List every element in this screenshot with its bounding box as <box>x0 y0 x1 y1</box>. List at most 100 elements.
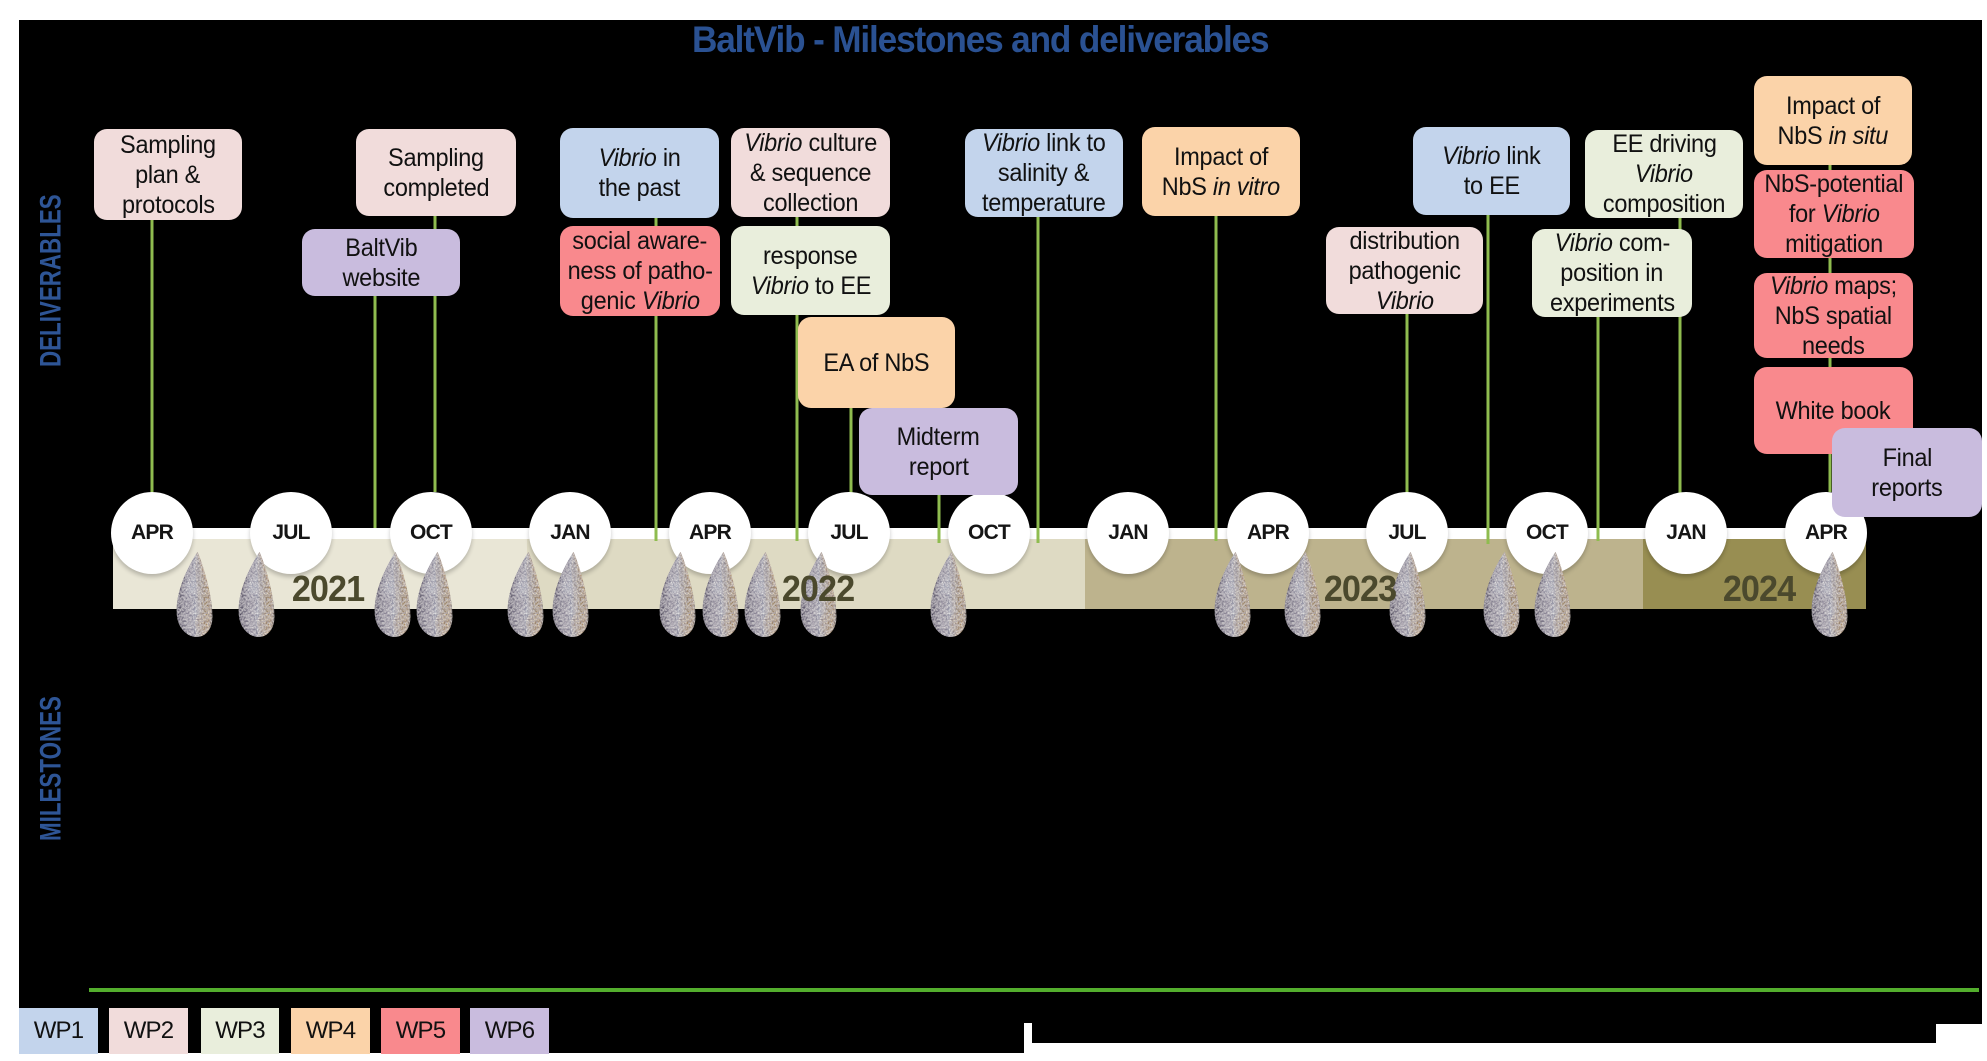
mussel-icon <box>234 551 278 637</box>
deliverable-label-line: needs <box>1802 331 1865 360</box>
frame-rect <box>1936 1024 1987 1061</box>
deliverable-label-line: NbS in situ <box>1777 121 1889 150</box>
deliverable-sampling-plan: Sampling plan & protocols <box>94 129 242 220</box>
deliverable-label-line: EE driving <box>1611 130 1717 158</box>
deliverable-label-line: website <box>342 263 420 292</box>
month-label: JUL <box>830 521 868 544</box>
legend-label: WP4 <box>305 1017 356 1044</box>
month-circle-oct-989: OCT <box>948 492 1030 574</box>
month-label: OCT <box>1526 521 1569 544</box>
connector-line <box>1036 217 1040 543</box>
deliverable-label-line: Vibrio com- <box>1554 229 1670 257</box>
legend-wp5: WP5 <box>381 1008 460 1054</box>
deliverable-label-line: reports <box>1871 473 1943 502</box>
year-label-2022: 2022 <box>781 568 855 609</box>
month-label: JAN <box>550 521 590 544</box>
deliverable-label-line: Vibrio link <box>1442 142 1541 170</box>
deliverable-label-line: NbS-potential <box>1764 170 1904 198</box>
deliverable-label-line: EA of NbS <box>823 348 930 377</box>
deliverable-response-vibrio-ee: response Vibrio to EE <box>731 226 890 315</box>
deliverable-distribution-vibrio: distribution pathogenic Vibrio <box>1326 226 1483 315</box>
month-circle-jan-1686: JAN <box>1645 492 1727 574</box>
deliverable-vibrio-in-the-past: Vibrio in the past <box>560 128 719 218</box>
frame-rect <box>1982 0 1987 1061</box>
deliverable-label-line: Vibrio to EE <box>750 271 871 300</box>
deliverable-vibrio-maps: Vibrio maps; NbS spatial needs <box>1754 271 1913 360</box>
deliverable-label-line: Sampling <box>120 130 216 159</box>
month-label: APR <box>1805 521 1848 544</box>
frame-rect <box>1024 1023 1032 1061</box>
deliverable-label-line: temperature <box>982 189 1106 217</box>
connector-line <box>937 495 941 543</box>
legend-wp2: WP2 <box>109 1008 188 1054</box>
deliverable-label-line: NbS spatial <box>1774 301 1893 330</box>
month-circle-oct-431: OCT <box>390 492 472 574</box>
year-label-2021: 2021 <box>291 568 365 609</box>
deliverable-label-line: Vibrio maps; <box>1770 271 1897 300</box>
month-label: APR <box>131 521 174 544</box>
milestones-baseline <box>89 988 1979 992</box>
frame-rect <box>0 1053 1025 1061</box>
deliverable-label-line: White book <box>1776 396 1891 425</box>
deliverable-nbs-potential: NbS-potential for Vibrio mitigation <box>1754 170 1914 258</box>
connector-line <box>1405 314 1409 541</box>
deliverable-impact-nbs-in-situ: Impact of NbS in situ <box>1754 76 1912 165</box>
mussel-icon <box>412 551 456 637</box>
mussel-icon <box>1807 551 1851 637</box>
connector-line <box>150 220 154 492</box>
axis-label-milestones: MILESTONES <box>33 696 68 841</box>
mussel-icon <box>370 551 414 637</box>
deliverable-ee-driving-vibrio: EE driving Vibrio composition <box>1585 130 1743 218</box>
connector-line <box>433 216 437 492</box>
frame-rect <box>0 0 19 1061</box>
deliverable-ea-of-nbs: EA of NbS <box>798 317 955 408</box>
deliverable-label-line: completed <box>383 173 489 202</box>
deliverable-label-line: response <box>763 241 858 270</box>
deliverable-label-line: distribution <box>1349 226 1460 255</box>
deliverable-label-line: Vibrio culture <box>744 128 877 157</box>
deliverable-final-reports: Final reports <box>1832 428 1982 517</box>
deliverable-label-line: Final <box>1882 443 1932 472</box>
month-label: JUL <box>272 521 310 544</box>
deliverable-label-line: position in <box>1560 259 1664 287</box>
deliverable-label-line: Vibrio link to <box>982 129 1106 157</box>
legend-label: WP3 <box>215 1017 265 1044</box>
month-label: OCT <box>968 521 1011 544</box>
deliverable-label-line: Vibrio in <box>598 144 681 172</box>
deliverable-label-line: Impact of <box>1173 142 1269 171</box>
axis-label-deliverables: DELIVERABLES <box>33 194 68 367</box>
deliverable-label-line: to EE <box>1463 172 1520 200</box>
month-circle-oct-1547: OCT <box>1506 492 1588 574</box>
deliverable-label-line: Vibrio <box>1635 160 1693 188</box>
deliverable-label-line: pathogenic <box>1348 256 1461 285</box>
month-label: JAN <box>1666 521 1706 544</box>
mussel-icon <box>172 551 216 637</box>
deliverable-label-line: plan & <box>135 160 201 189</box>
deliverable-label-line: Impact of <box>1785 91 1881 120</box>
connector-line <box>1678 218 1682 541</box>
deliverable-midterm-report: Midterm report <box>859 408 1018 495</box>
deliverable-label-line: ness of patho- <box>567 257 713 285</box>
deliverable-label-line: composition <box>1602 190 1726 218</box>
mussel-icon <box>1530 551 1574 637</box>
month-label: JUL <box>1388 521 1426 544</box>
deliverable-label-line: report <box>908 452 969 481</box>
month-label: OCT <box>410 521 453 544</box>
legend-wp4: WP4 <box>291 1008 370 1054</box>
deliverable-vibrio-link-salinity: Vibrio link to salinity & temperature <box>965 129 1123 217</box>
month-label: APR <box>1247 521 1290 544</box>
month-circle-apr-152: APR <box>111 492 193 574</box>
connector-line <box>1214 216 1218 541</box>
deliverable-label-line: Sampling <box>388 143 484 172</box>
mussel-icon <box>1280 551 1324 637</box>
legend-wp6: WP6 <box>470 1008 549 1054</box>
connector-line <box>1486 215 1490 544</box>
deliverable-social-awareness: social aware-ness of patho-genic Vibrio <box>560 226 720 316</box>
month-circle-jul-849: JUL <box>808 492 890 574</box>
mussel-icon <box>655 551 699 637</box>
month-circle-apr-1268: APR <box>1227 492 1309 574</box>
deliverable-label-line: BaltVib <box>344 233 418 262</box>
mussel-icon <box>740 551 784 637</box>
legend-wp1: WP1 <box>19 1008 98 1054</box>
